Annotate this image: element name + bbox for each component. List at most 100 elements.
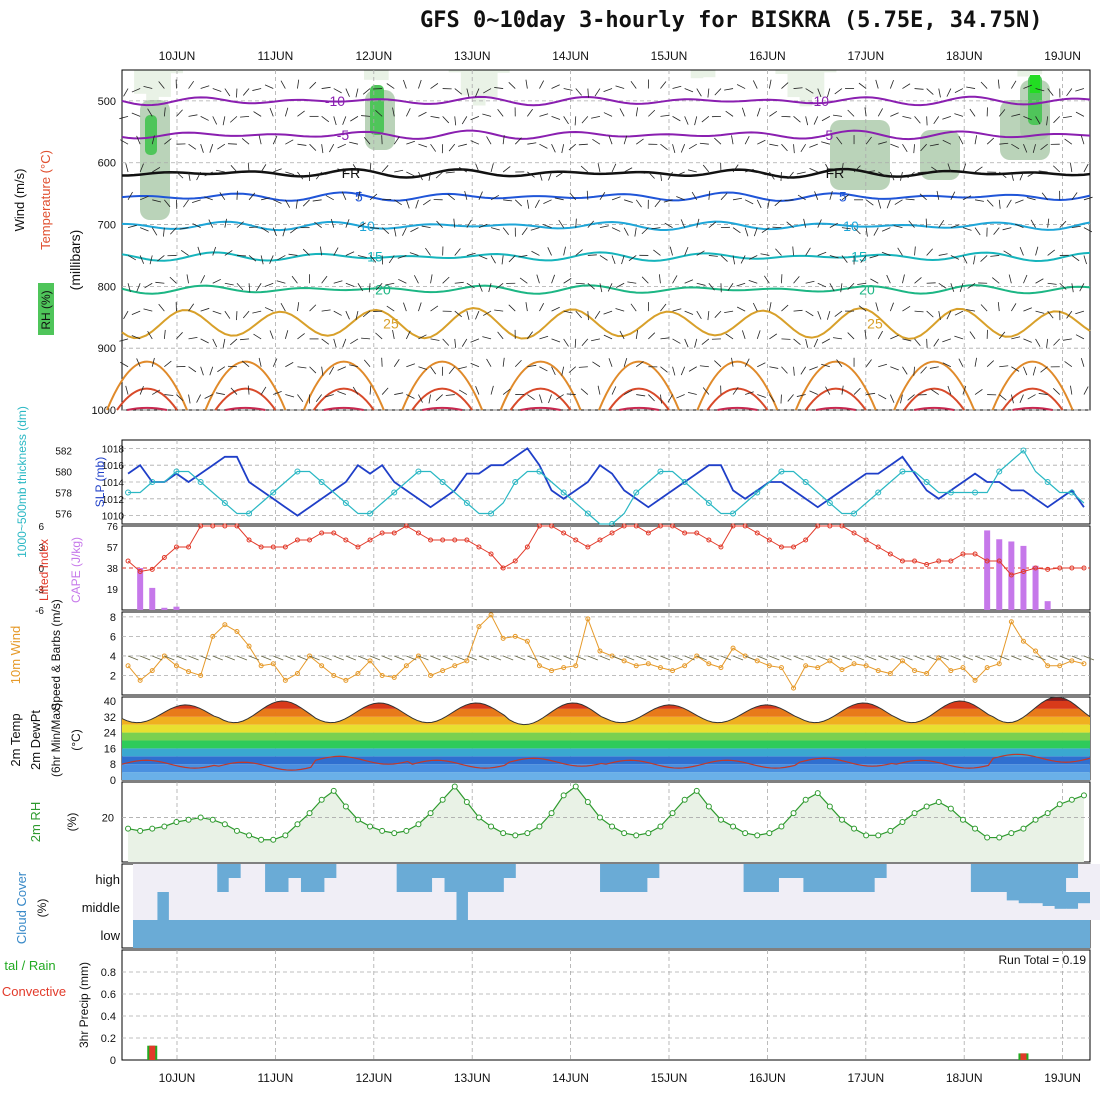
wind-barb: [321, 366, 324, 376]
surface-isotherm: [696, 360, 779, 411]
wind-barb: [575, 88, 582, 96]
cloud-cell: [946, 864, 959, 892]
wind-barb: [684, 88, 694, 93]
cloud-cell: [432, 892, 445, 920]
wind-barb: [997, 302, 1000, 312]
wind-barb: [247, 385, 250, 395]
lifted-index-point: [972, 551, 978, 557]
wind-barb: [813, 338, 819, 348]
rh2m-point: [754, 832, 761, 839]
cloud-cell: [994, 892, 1007, 920]
wind-barb: [200, 338, 209, 344]
thickness-point: [1044, 479, 1051, 485]
wind-barb: [829, 191, 833, 200]
wind-barb: [817, 655, 828, 661]
wind-barb: [526, 199, 530, 209]
thickness-point: [947, 489, 954, 496]
wind-barb: [864, 329, 867, 339]
surface-isotherm: [893, 360, 976, 411]
rh-shade: [448, 70, 462, 73]
lifted-index-point: [452, 537, 458, 543]
lifted-index-point: [294, 537, 300, 543]
wind-barb: [1075, 88, 1085, 92]
lifted-index-point: [609, 530, 615, 536]
wind-barb: [587, 254, 597, 256]
isotherm-label: 5: [839, 189, 847, 205]
wind-barb: [966, 86, 976, 89]
wind-barb: [361, 115, 371, 117]
rh2m-point: [282, 832, 289, 839]
wind-barb: [805, 280, 815, 284]
wind-barb: [893, 225, 903, 229]
wind-barb: [445, 394, 455, 396]
wind-barb: [527, 331, 533, 340]
isotherm-label: 10: [843, 218, 859, 234]
wind-barb: [809, 390, 818, 395]
wind-barb: [1035, 338, 1041, 347]
wind-barb: [826, 88, 831, 98]
wind-barb: [654, 199, 661, 208]
wind-barb: [369, 162, 372, 173]
lifted-index-point: [706, 537, 712, 543]
wind-barb: [672, 366, 676, 376]
wind-barb: [696, 310, 702, 320]
wind-barb: [151, 227, 158, 236]
cloud-cell: [1006, 900, 1019, 920]
wind-barb: [938, 88, 941, 98]
thickness-point: [439, 479, 446, 485]
wind-barb: [261, 655, 272, 661]
wind-barb: [592, 361, 601, 368]
wind-speed-point: [1081, 661, 1087, 667]
wind-barb: [502, 166, 511, 173]
wind-barb: [997, 79, 1000, 89]
thickness-point: [125, 489, 132, 496]
thickness-point: [1068, 489, 1075, 496]
y-axis-label: RH (%): [39, 290, 53, 329]
wind-speed-point: [1008, 619, 1014, 625]
rh-shade: [497, 70, 510, 73]
y-tick-label: 2: [110, 670, 116, 682]
wind-barb: [599, 255, 608, 261]
y-tick-label: 8: [110, 759, 116, 771]
cloud-cell: [348, 864, 361, 892]
wind-barb: [1075, 111, 1085, 117]
wind-barb: [297, 79, 300, 89]
y-tick-label: 16: [104, 743, 116, 755]
y-tick-label: 57: [107, 543, 119, 554]
wind-barb: [248, 655, 260, 661]
wind-barb: [627, 281, 637, 284]
wind-barb: [155, 281, 165, 284]
wind-barb: [929, 366, 939, 369]
wind-barb: [958, 135, 964, 145]
wind-barb: [756, 199, 762, 209]
wind-barb: [1035, 278, 1044, 284]
cape-bar: [984, 530, 991, 610]
wind-barb: [488, 283, 492, 293]
cloud-cell: [408, 892, 421, 920]
wind-barb: [616, 282, 625, 288]
wind-barb: [980, 304, 988, 312]
wind-barb: [860, 255, 867, 263]
rh2m-point: [838, 816, 845, 823]
wind-barb: [636, 361, 644, 368]
cloud-cell: [719, 892, 732, 920]
lifted-index-point: [367, 537, 373, 543]
wind-barb: [702, 164, 710, 173]
wind-barb: [502, 135, 505, 145]
wind-barb: [478, 655, 490, 661]
wind-speed-point: [161, 653, 167, 659]
cloud-cell: [695, 892, 708, 920]
wind-barb: [1008, 274, 1012, 284]
y-axis-label: 1000~500mb thickness (dm): [15, 406, 29, 558]
cloud-cell: [276, 892, 290, 920]
wind-barb: [936, 190, 940, 200]
wind-barb: [333, 338, 337, 348]
rh2m-point: [996, 834, 1003, 841]
temp-band: [122, 732, 1090, 741]
wind-barb: [386, 305, 395, 312]
wind-barb: [435, 394, 443, 401]
lifted-index-point: [815, 523, 821, 529]
wind-barb: [701, 338, 710, 345]
wind-barb: [725, 333, 734, 340]
